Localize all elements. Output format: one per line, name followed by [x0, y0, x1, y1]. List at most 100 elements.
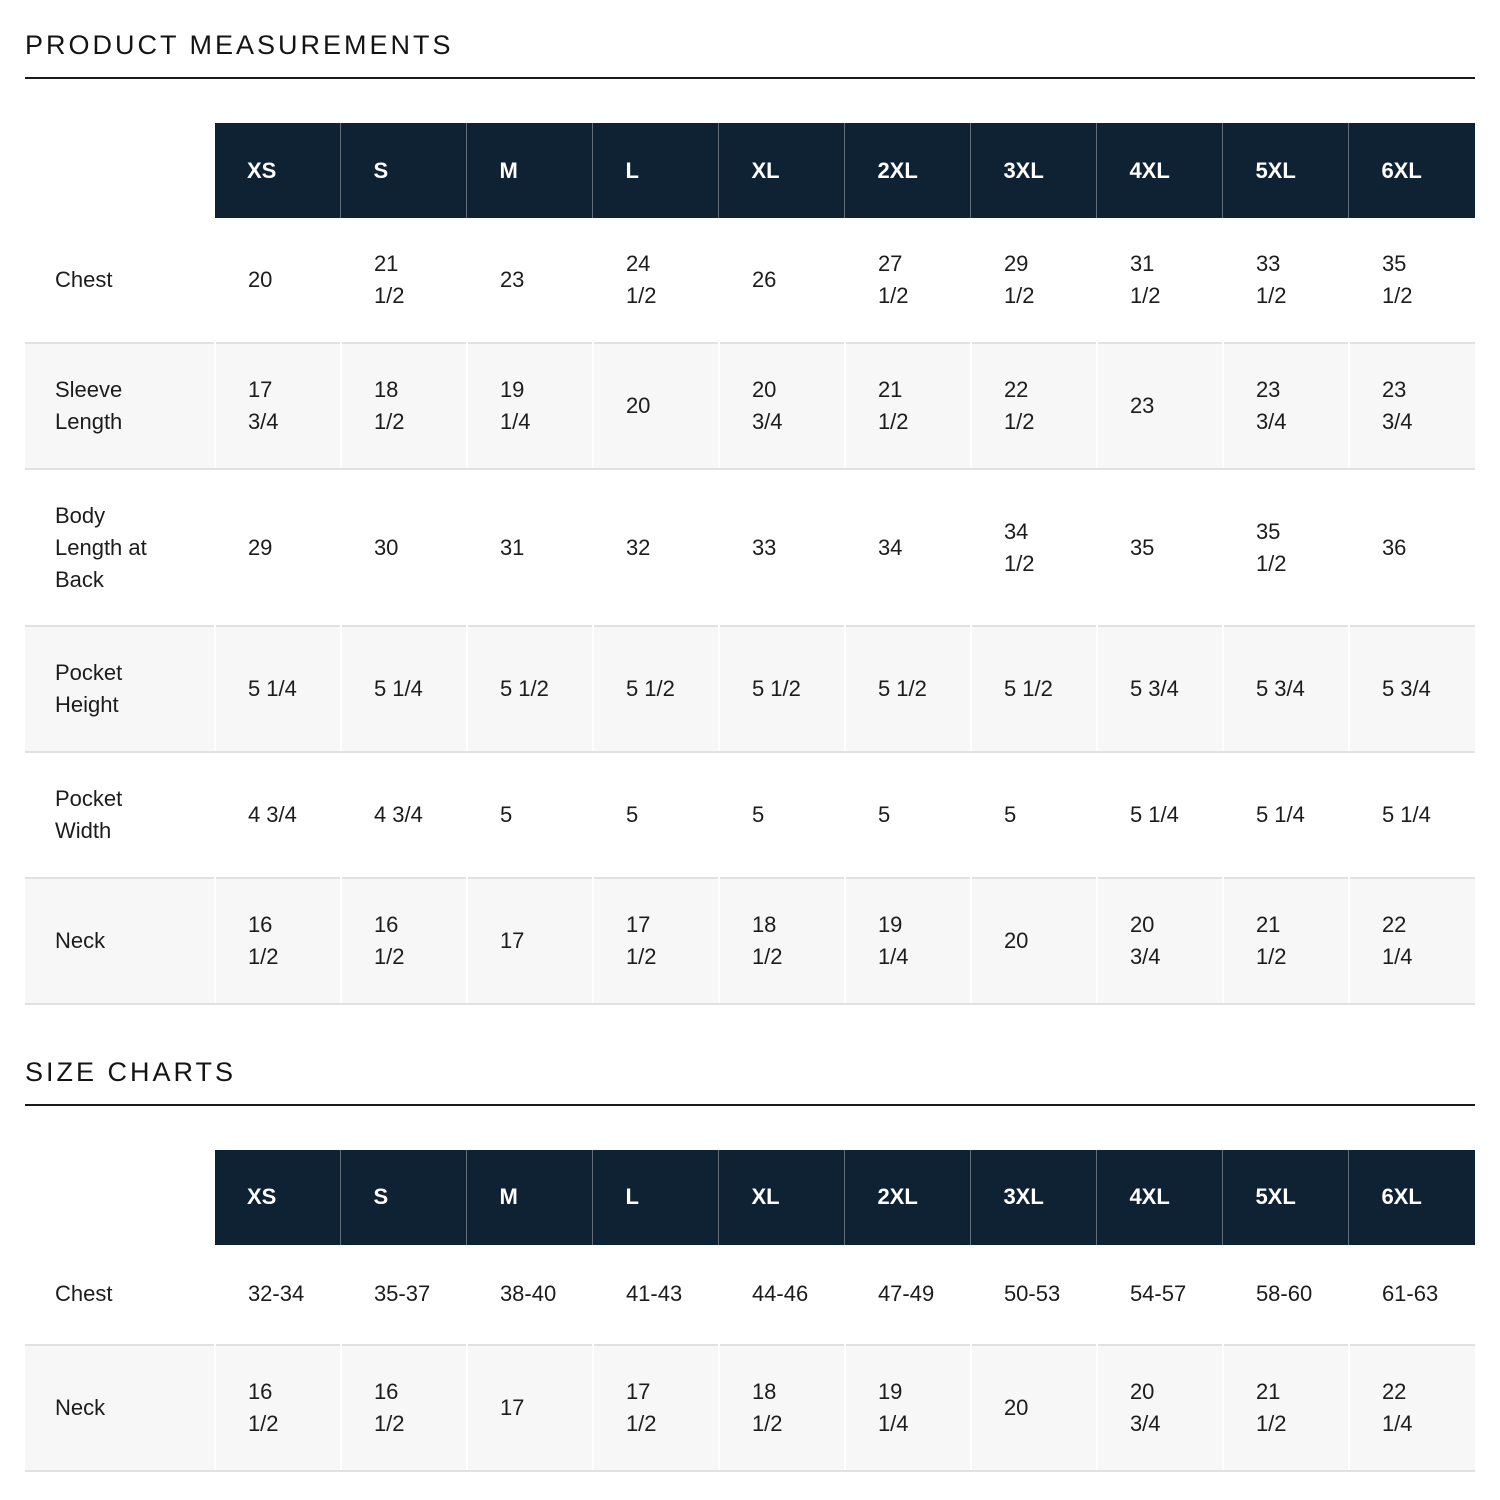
measurement-value-cell: 18 1/2	[717, 877, 845, 1005]
measurement-value-cell: 21 1/2	[843, 342, 971, 470]
size-column-header-xs: XS	[214, 1149, 341, 1245]
measurement-value-cell: 21 1/2	[339, 218, 467, 343]
product-measurements-section: PRODUCT MEASUREMENTS XS S M L XL 2XL 3XL 4XL 5XL…	[25, 30, 1475, 1005]
measurement-value-cell: 50-53	[969, 1244, 1097, 1345]
header-spacer-cell	[25, 1150, 215, 1245]
size-column-header-m: M	[466, 1149, 593, 1245]
measurement-value-cell: 5	[717, 752, 845, 879]
measurement-value-cell: 5 1/4	[1095, 752, 1223, 879]
measurement-value-cell: 21 1/2	[1221, 1343, 1349, 1472]
measurement-value-cell: 5 1/4	[213, 625, 341, 754]
measurement-value-cell: 20	[969, 877, 1097, 1005]
measurement-value-cell: 23	[465, 218, 593, 343]
size-column-header-xl: XL	[718, 1149, 845, 1245]
measurement-value-cell: 34 1/2	[969, 468, 1097, 627]
measurement-value-cell: 5	[465, 752, 593, 879]
measurement-value-cell: 20	[591, 342, 719, 470]
measurement-value-cell: 35-37	[339, 1244, 467, 1345]
size-column-header-l: L	[592, 123, 719, 218]
table-row: Pocket Width 4 3/4 4 3/4 5 5 5 5 5 5 1/4 5 1/4 5 1…	[25, 752, 1475, 879]
size-column-header-5xl: 5XL	[1222, 1149, 1349, 1245]
measurement-value-cell: 47-49	[843, 1244, 971, 1345]
measurement-value-cell: 35 1/2	[1347, 218, 1475, 343]
size-charts-title: SIZE CHARTS	[25, 1057, 1475, 1106]
size-column-header-6xl: 6XL	[1348, 123, 1475, 218]
measurement-value-cell: 5 1/4	[1347, 752, 1475, 879]
measurement-value-cell: 5 1/4	[339, 625, 467, 754]
measurement-value-cell: 30	[339, 468, 467, 627]
size-column-header-6xl: 6XL	[1348, 1149, 1475, 1245]
measurement-value-cell: 5 1/2	[843, 625, 971, 754]
measurement-value-cell: 5	[843, 752, 971, 879]
measurement-value-cell: 26	[717, 218, 845, 343]
measurement-value-cell: 32-34	[213, 1244, 341, 1345]
size-header-row: XS S M L XL 2XL 3XL 4XL 5XL 6XL	[25, 1149, 1475, 1245]
product-measurements-table: XS S M L XL 2XL 3XL 4XL 5XL 6XL Chest 20 21 1/2 23 24 …	[25, 123, 1475, 1005]
size-header-row: XS S M L XL 2XL 3XL 4XL 5XL 6XL	[25, 123, 1475, 218]
measurement-value-cell: 20	[969, 1343, 1097, 1472]
measurement-value-cell: 20 3/4	[1095, 1343, 1223, 1472]
row-label: Chest	[55, 267, 113, 293]
table-row: Sleeve Length 17 3/4 18 1/2 19 1/4 20 20 3/4 2…	[25, 342, 1475, 470]
measurement-value-cell: 5 3/4	[1221, 625, 1349, 754]
measurement-value-cell: 17 1/2	[591, 1343, 719, 1472]
measurement-value-cell: 41-43	[591, 1244, 719, 1345]
row-label: Neck	[25, 877, 215, 1005]
table-row: Pocket Height 5 1/4 5 1/4 5 1/2 5 1/2 5 1/2 5 …	[25, 625, 1475, 754]
size-table: XS S M L XL 2XL 3XL 4XL 5XL 6XL Chest 20 21 1/2 23 24 …	[25, 123, 1475, 1005]
row-label: Sleeve Length	[25, 342, 215, 470]
table-row: Chest 32-34 35-37 38-40 41-43 44-46 47-49 50-53…	[25, 1244, 1475, 1345]
measurement-value-cell: 5 1/2	[969, 625, 1097, 754]
size-column-header-3xl: 3XL	[970, 123, 1097, 218]
measurement-value-cell: 5 1/2	[465, 625, 593, 754]
measurement-value-cell: 5 1/4	[1221, 752, 1349, 879]
size-charts-table: XS S M L XL 2XL 3XL 4XL 5XL 6XL Chest 32-34 35-37 38-…	[25, 1149, 1475, 1472]
measurement-value-cell: 35 1/2	[1221, 468, 1349, 627]
measurement-value-cell: 16 1/2	[213, 1343, 341, 1472]
measurement-value-cell: 5 1/2	[717, 625, 845, 754]
measurement-value-cell: 29 1/2	[969, 218, 1097, 343]
table-row: Body Length at Back 29 30 31 32 33 34 34 1/2 35 3…	[25, 468, 1475, 627]
measurement-value-cell: 23 3/4	[1347, 342, 1475, 470]
measurement-value-cell: 29	[213, 468, 341, 627]
measurement-value-cell: 31 1/2	[1095, 218, 1223, 343]
measurement-value-cell: 4 3/4	[339, 752, 467, 879]
table-row: Neck 16 1/2 16 1/2 17 17 1/2 18 1/2 19 1/4 20 20…	[25, 877, 1475, 1005]
measurement-value-cell: 17	[465, 877, 593, 1005]
size-column-header-s: S	[340, 123, 467, 218]
measurement-value-cell: 22 1/4	[1347, 1343, 1475, 1472]
size-table: XS S M L XL 2XL 3XL 4XL 5XL 6XL Chest 32-34 35-37 38-…	[25, 1149, 1475, 1472]
measurement-value-cell: 27 1/2	[843, 218, 971, 343]
measurement-value-cell: 19 1/4	[465, 342, 593, 470]
size-column-header-4xl: 4XL	[1096, 123, 1223, 218]
table-row: Neck 16 1/2 16 1/2 17 17 1/2 18 1/2 19 1/4 20 20…	[25, 1343, 1475, 1472]
measurement-value-cell: 32	[591, 468, 719, 627]
size-column-header-l: L	[592, 1149, 719, 1245]
measurement-value-cell: 18 1/2	[339, 342, 467, 470]
measurement-value-cell: 17 1/2	[591, 877, 719, 1005]
row-label: Chest	[55, 1281, 113, 1307]
size-charts-section: SIZE CHARTS XS S M L XL 2XL 3XL 4XL 5XL 6XL Chest 3…	[25, 1057, 1475, 1472]
measurement-value-cell: 23 3/4	[1221, 342, 1349, 470]
measurement-value-cell: 20 3/4	[717, 342, 845, 470]
table-row: Chest 20 21 1/2 23 24 1/2 26 27 1/2 29 1/2 31 1/…	[25, 218, 1475, 343]
measurement-value-cell: 58-60	[1221, 1244, 1349, 1345]
row-label: Neck	[25, 1343, 215, 1472]
measurement-value-cell: 16 1/2	[213, 877, 341, 1005]
measurement-value-cell: 33	[717, 468, 845, 627]
measurement-value-cell: 38-40	[465, 1244, 593, 1345]
measurement-value-cell: 19 1/4	[843, 877, 971, 1005]
size-column-header-s: S	[340, 1149, 467, 1245]
measurement-value-cell: 5 1/2	[591, 625, 719, 754]
measurement-value-cell: 5	[591, 752, 719, 879]
measurement-value-cell: 61-63	[1347, 1244, 1475, 1345]
measurement-value-cell: 19 1/4	[843, 1343, 971, 1472]
row-label: Body Length at Back	[55, 502, 147, 592]
measurement-value-cell: 22 1/2	[969, 342, 1097, 470]
measurement-value-cell: 35	[1095, 468, 1223, 627]
measurement-value-cell: 44-46	[717, 1244, 845, 1345]
measurement-value-cell: 17	[465, 1343, 593, 1472]
measurement-value-cell: 5 3/4	[1095, 625, 1223, 754]
measurement-value-cell: 36	[1347, 468, 1475, 627]
